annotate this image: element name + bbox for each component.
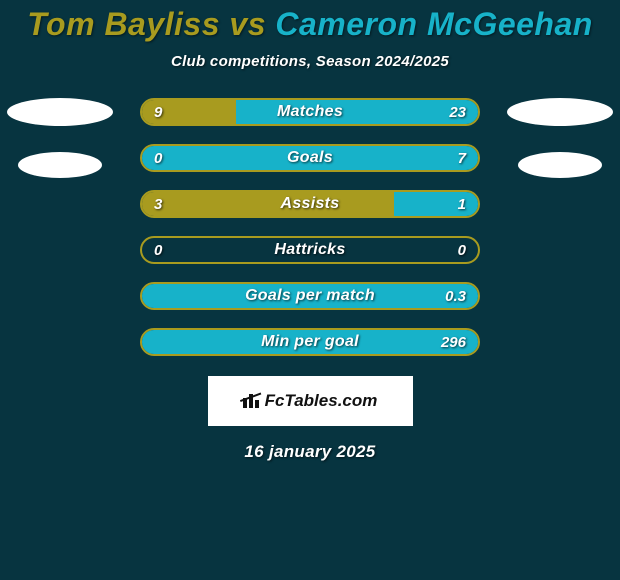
stat-label: Min per goal: [142, 330, 478, 354]
subtitle: Club competitions, Season 2024/2025: [0, 53, 620, 70]
stat-bar: 00Hattricks: [140, 236, 480, 264]
stats-area: 923Matches 07Goals 31Assists 00Hattricks 0.3…: [0, 98, 620, 356]
stat-label: Goals: [142, 146, 478, 170]
stat-label: Goals per match: [142, 284, 478, 308]
stat-bar: 31Assists: [140, 190, 480, 218]
decor-ellipse: [518, 152, 602, 178]
player2-name: Cameron McGeehan: [275, 6, 592, 42]
vs-text: vs: [220, 6, 275, 42]
stat-bar: 296Min per goal: [140, 328, 480, 356]
stat-bar: 07Goals: [140, 144, 480, 172]
decor-ellipse: [18, 152, 102, 178]
comparison-infographic: Tom Bayliss vs Cameron McGeehan Club com…: [0, 0, 620, 580]
left-decor-column: [0, 98, 120, 178]
stat-label: Assists: [142, 192, 478, 216]
right-decor-column: [500, 98, 620, 178]
stat-bar: 923Matches: [140, 98, 480, 126]
player1-name: Tom Bayliss: [27, 6, 220, 42]
branding-text: FcTables.com: [265, 391, 378, 411]
bars-container: 923Matches 07Goals 31Assists 00Hattricks 0.3…: [140, 98, 480, 356]
stat-label: Matches: [142, 100, 478, 124]
stat-label: Hattricks: [142, 238, 478, 262]
branding-chart-icon: [243, 394, 259, 408]
branding-badge: FcTables.com: [208, 376, 413, 426]
date-label: 16 january 2025: [0, 442, 620, 462]
decor-ellipse: [7, 98, 113, 126]
decor-ellipse: [507, 98, 613, 126]
page-title: Tom Bayliss vs Cameron McGeehan: [0, 0, 620, 43]
stat-bar: 0.3Goals per match: [140, 282, 480, 310]
